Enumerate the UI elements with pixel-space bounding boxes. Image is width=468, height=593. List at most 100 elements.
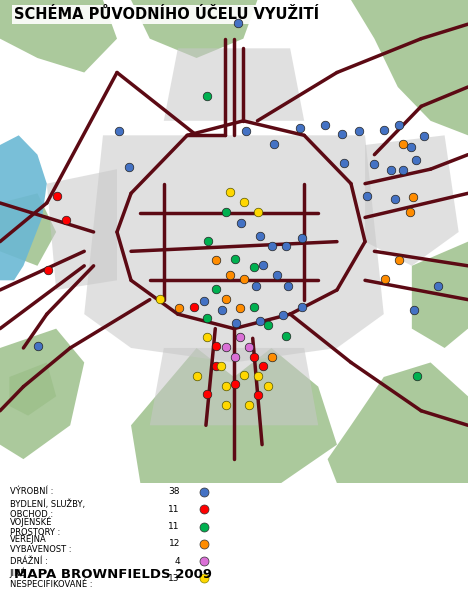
Point: [233, 318, 240, 327]
Point: [410, 305, 418, 315]
Point: [241, 275, 248, 284]
Point: [212, 341, 220, 350]
Point: [269, 242, 276, 251]
Point: [242, 127, 249, 136]
Point: [205, 236, 212, 246]
Text: MAPA BROWNFIELDS 2009: MAPA BROWNFIELDS 2009: [14, 568, 212, 581]
Point: [203, 333, 211, 342]
Point: [222, 207, 229, 216]
Point: [283, 331, 290, 340]
Point: [156, 294, 164, 304]
Point: [125, 162, 132, 171]
Point: [116, 127, 123, 136]
Point: [340, 158, 348, 168]
Point: [231, 352, 239, 361]
Polygon shape: [164, 48, 304, 121]
Text: 4: 4: [174, 557, 180, 566]
Point: [250, 302, 257, 312]
Point: [255, 371, 262, 381]
Text: JINÉ
NESPECIFIKOVANÉ :: JINÉ NESPECIFIKOVANÉ :: [9, 568, 92, 589]
Point: [231, 254, 239, 263]
Point: [219, 305, 226, 315]
Polygon shape: [0, 329, 84, 459]
Point: [296, 123, 303, 133]
Text: VOJENSKÉ
PROSTORY :: VOJENSKÉ PROSTORY :: [9, 516, 60, 537]
Point: [222, 294, 229, 304]
Point: [420, 132, 427, 141]
Point: [200, 556, 208, 566]
Point: [203, 313, 211, 323]
Point: [269, 352, 276, 361]
Point: [395, 120, 402, 129]
Point: [203, 91, 211, 100]
Point: [400, 165, 407, 175]
Point: [190, 302, 198, 312]
Polygon shape: [131, 0, 257, 58]
Text: 11: 11: [168, 522, 180, 531]
Point: [400, 139, 407, 149]
Point: [200, 487, 208, 497]
Point: [284, 281, 292, 291]
Point: [175, 304, 183, 313]
Polygon shape: [84, 135, 384, 362]
Point: [212, 284, 220, 294]
Point: [380, 125, 388, 134]
Point: [322, 120, 329, 129]
Point: [255, 391, 262, 400]
Point: [245, 342, 253, 352]
Point: [395, 255, 402, 264]
Point: [381, 275, 388, 284]
Point: [412, 156, 419, 165]
Point: [259, 362, 267, 371]
Point: [200, 539, 208, 549]
Point: [203, 389, 211, 398]
Point: [434, 281, 441, 291]
Polygon shape: [412, 242, 468, 348]
Point: [264, 381, 271, 390]
Polygon shape: [9, 362, 56, 416]
Text: 13: 13: [168, 574, 180, 583]
Point: [237, 219, 245, 228]
Point: [264, 320, 271, 330]
Point: [356, 127, 363, 136]
Text: 11: 11: [168, 505, 180, 514]
Text: BYDLENÍ, SLUŽBY,
OBCHOD :: BYDLENÍ, SLUŽBY, OBCHOD :: [9, 499, 85, 519]
Point: [409, 193, 417, 202]
Polygon shape: [47, 169, 117, 290]
Point: [241, 197, 248, 207]
Point: [387, 165, 395, 175]
Point: [222, 342, 229, 352]
Point: [194, 371, 201, 381]
Text: 12: 12: [168, 539, 180, 549]
Point: [250, 352, 257, 361]
Point: [227, 187, 234, 197]
Text: VEŘEJNÁ
VYBAVENOST :: VEŘEJNÁ VYBAVENOST :: [9, 533, 71, 554]
Point: [392, 195, 399, 204]
Text: SCHÉMA PŮVODNÍHO ÚČELU VYUŽITÍ: SCHÉMA PŮVODNÍHO ÚČELU VYUŽITÍ: [14, 7, 319, 23]
Point: [222, 381, 229, 390]
Point: [270, 139, 278, 149]
Polygon shape: [328, 362, 468, 483]
Point: [406, 207, 413, 216]
Polygon shape: [0, 193, 56, 266]
Point: [200, 522, 208, 531]
Point: [200, 505, 208, 514]
Point: [279, 310, 287, 320]
Point: [283, 241, 290, 250]
Point: [371, 160, 378, 169]
Point: [338, 130, 345, 139]
Point: [212, 362, 220, 371]
Point: [245, 400, 253, 410]
Polygon shape: [351, 0, 468, 135]
Point: [236, 333, 243, 342]
Text: 38: 38: [168, 487, 180, 496]
Point: [35, 341, 42, 350]
Point: [200, 573, 208, 583]
Point: [200, 296, 207, 305]
Point: [414, 371, 421, 381]
Point: [217, 362, 225, 371]
Point: [273, 270, 281, 279]
Point: [250, 262, 257, 272]
Polygon shape: [0, 0, 117, 72]
Point: [256, 231, 263, 241]
